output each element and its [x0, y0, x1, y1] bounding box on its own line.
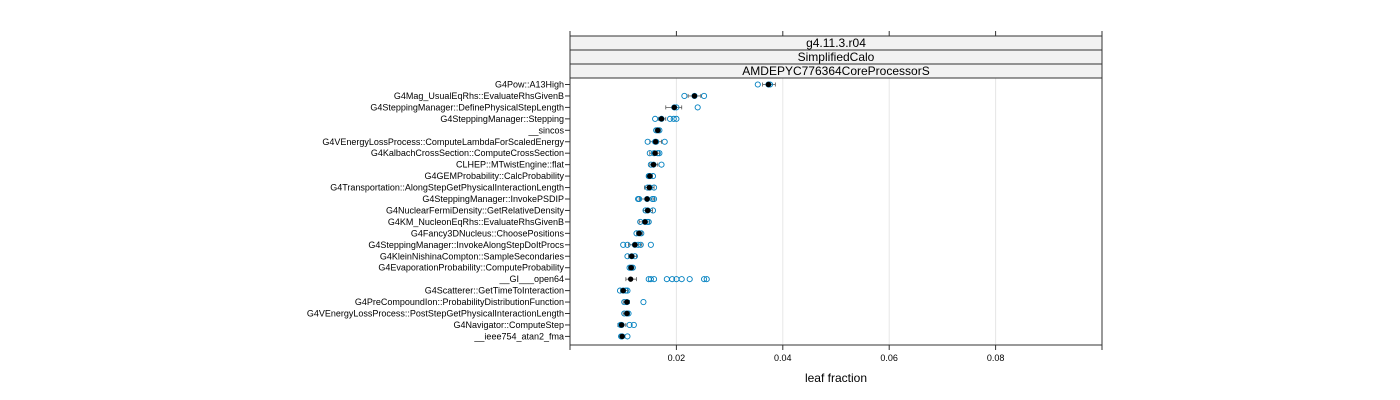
x-tick-label: 0.04 [774, 353, 792, 363]
median-point [627, 276, 634, 282]
median-point [629, 253, 635, 259]
data-points [616, 81, 774, 340]
median-point [650, 161, 657, 168]
data-point [651, 195, 658, 203]
category-label: G4SteppingManager::DefinePhysicalStepLen… [370, 102, 564, 112]
median-point [632, 242, 638, 248]
median-point [636, 230, 642, 237]
category-label: __ieee754_atan2_fma [473, 331, 564, 341]
x-tick-label: 0.06 [880, 353, 898, 363]
category-label: G4NuclearFermiDensity::GetRelativeDensit… [386, 205, 565, 215]
data-point [624, 333, 631, 340]
data-point [703, 276, 710, 283]
data-point [666, 115, 674, 122]
strip-label-3: AMDEPYC776364CoreProcessorS [742, 64, 929, 78]
category-label: G4Navigator::ComputeStep [453, 320, 564, 330]
x-axis-title: leaf fraction [805, 371, 867, 385]
panel-frame [569, 77, 1103, 346]
median-point [671, 104, 677, 111]
median-point [628, 265, 634, 271]
median-point [652, 139, 659, 145]
median-point [624, 299, 630, 305]
category-label: G4Fancy3DNucleus::ChoosePositions [411, 228, 565, 238]
data-point [630, 321, 637, 329]
strip-label-2: SimplifiedCalo [798, 50, 875, 64]
data-point [754, 81, 761, 88]
data-point [678, 276, 685, 283]
x-tick-label: 0.08 [987, 353, 1005, 363]
data-point [644, 138, 651, 145]
median-point [765, 81, 772, 88]
median-point [691, 93, 698, 99]
data-point [637, 241, 644, 248]
category-label: G4Transportation::AlongStepGetPhysicalIn… [330, 183, 564, 193]
median-point [642, 219, 648, 225]
median-point [619, 333, 625, 340]
data-point [652, 115, 659, 122]
data-point [701, 276, 708, 283]
data-point [701, 92, 708, 99]
data-point [658, 161, 665, 168]
category-label: G4KleinNishinaCompton::SampleSecondaries [380, 251, 565, 261]
category-label: G4KalbachCrossSection::ComputeCrossSecti… [371, 148, 564, 158]
category-label: G4PreCompoundIon::ProbabilityDistributio… [355, 297, 564, 307]
data-point [669, 276, 676, 283]
data-point [651, 276, 658, 283]
data-point [620, 241, 627, 248]
category-label: G4VEnergyLossProcess::ComputeLambdaForSc… [322, 137, 564, 147]
category-labels: G4Pow::A13HighG4Mag_UsualEqRhs::Evaluate… [307, 80, 565, 342]
data-point [649, 207, 657, 214]
median-point [624, 310, 630, 317]
data-point [681, 92, 688, 99]
category-label: G4SteppingManager::Stepping [440, 114, 564, 124]
category-label: CLHEP::MTwistEngine::flat [456, 160, 565, 170]
data-point [694, 104, 701, 111]
x-tick-labels: 0.02 0.04 0.06 0.08 [668, 353, 1005, 363]
median-point [620, 287, 626, 294]
top-ticks [569, 31, 1103, 36]
data-point [663, 276, 670, 283]
category-label: G4Mag_UsualEqRhs::EvaluateRhsGivenB [394, 91, 564, 101]
median-point [647, 173, 653, 179]
category-label: __sincos [527, 125, 564, 135]
category-label: G4SteppingManager::InvokeAlongStepDoItPr… [368, 240, 564, 250]
data-point [624, 241, 631, 248]
median-point [646, 184, 652, 191]
bottom-ticks [569, 345, 1103, 350]
x-tick-label: 0.02 [668, 353, 686, 363]
median-point [652, 150, 658, 156]
median-point [658, 116, 665, 122]
data-point [647, 241, 654, 248]
data-point [646, 150, 653, 157]
data-point [686, 276, 693, 283]
strip-label-1: g4.11.3.r04 [806, 36, 866, 50]
y-ticks [565, 84, 570, 337]
median-point [655, 127, 661, 133]
category-label: G4KM_NucleonEqRhs::EvaluateRhsGivenB [388, 217, 564, 227]
data-point [636, 195, 643, 203]
category-label: __GI___open64 [498, 274, 564, 284]
medians [618, 81, 772, 340]
category-label: G4GEMProbability::CalcProbability [424, 171, 564, 181]
median-point [644, 207, 651, 214]
category-label: G4Scatterer::GetTimeToInteraction [425, 286, 564, 296]
strips: g4.11.3.r04 SimplifiedCalo AMDEPYC776364… [569, 35, 1103, 79]
data-point [661, 138, 668, 145]
median-point [644, 196, 650, 202]
category-label: G4Pow::A13High [495, 80, 564, 90]
median-point [618, 322, 625, 328]
data-point [670, 115, 677, 122]
data-point [640, 298, 647, 306]
grid-lines [675, 78, 997, 345]
data-point [647, 276, 654, 283]
category-label: G4VEnergyLossProcess::PostStepGetPhysica… [307, 309, 564, 319]
data-point [649, 195, 656, 203]
data-point [626, 321, 633, 329]
category-label: G4EvaporationProbability::ComputeProbabi… [378, 263, 564, 273]
data-point [673, 115, 680, 122]
category-label: G4SteppingManager::InvokePSDIP [422, 194, 564, 204]
